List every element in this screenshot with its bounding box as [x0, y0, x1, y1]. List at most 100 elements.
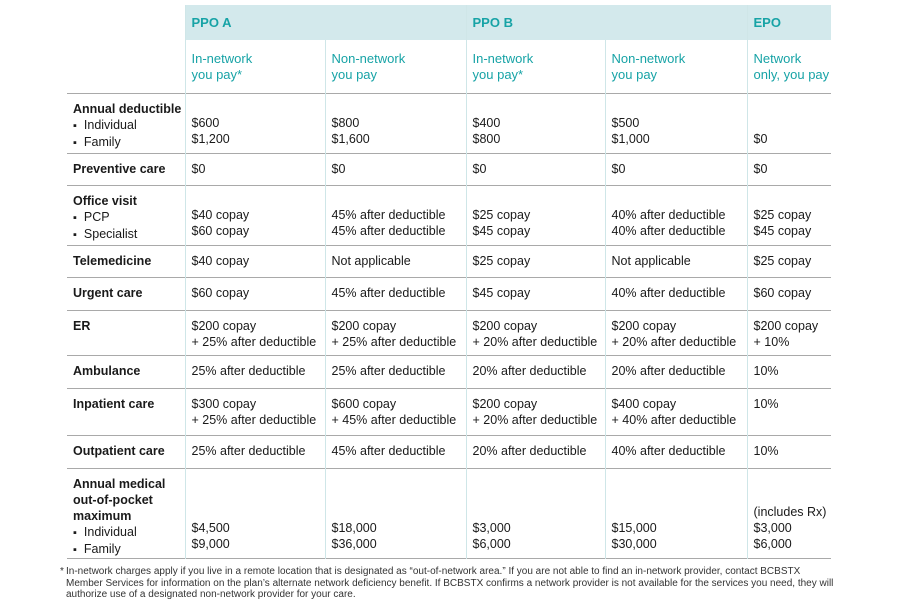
value-line: $0: [753, 131, 768, 146]
row-title: Outpatient care: [73, 443, 165, 458]
value-cell: Not applicable: [604, 245, 748, 277]
column-header-line: In-network: [472, 51, 534, 66]
row-subitem: Specialist: [73, 226, 179, 243]
column-header: Network only, you pay: [746, 40, 832, 93]
row-title: Inpatient care: [73, 396, 155, 411]
column-header-line: Non-network: [611, 51, 686, 66]
table-row: Annual medicalout-of-pocketmaximumIndivi…: [67, 468, 832, 558]
value-cell: $200 copay + 20% after deductible: [465, 388, 606, 435]
row-label: Telemedicine: [67, 245, 185, 277]
value-line: $25 copay: [753, 207, 812, 222]
value-line: $800: [331, 115, 360, 130]
corner-cell: [67, 5, 185, 40]
value-line: $25 copay: [472, 253, 531, 268]
row-label: Ambulance: [67, 355, 185, 388]
value-line: $3,000: [472, 520, 511, 535]
value-line: $0: [753, 161, 768, 176]
value-cell: 45% after deductible: [324, 277, 467, 310]
value-cell: $0: [746, 93, 832, 153]
value-line: 25% after deductible: [191, 363, 306, 378]
value-line: + 25% after deductible: [191, 334, 317, 349]
value-line: $300 copay: [191, 396, 257, 411]
column-header: Non-network you pay: [324, 40, 467, 93]
row-title: out-of-pocket: [73, 492, 153, 507]
table-row: Office visitPCPSpecialist$40 copay$60 co…: [67, 185, 832, 245]
value-line: $45 copay: [753, 223, 812, 238]
value-cell: 10%: [746, 355, 832, 388]
row-title: Ambulance: [73, 363, 141, 378]
row-label: Office visitPCPSpecialist: [67, 185, 185, 245]
column-header: Non-network you pay: [604, 40, 748, 93]
row-subitem: Family: [73, 134, 179, 151]
plan-header-ppo-b: PPO B: [465, 5, 748, 40]
row-label: Annual medicalout-of-pocketmaximumIndivi…: [67, 468, 185, 558]
value-line: 40% after deductible: [611, 443, 726, 458]
column-header-line: Network: [753, 51, 802, 66]
value-cell: 25% after deductible: [184, 355, 325, 388]
value-cell: $0: [604, 153, 748, 185]
value-cell: $0: [465, 153, 606, 185]
value-line: $600 copay: [331, 396, 397, 411]
value-cell: $200 copay + 25% after deductible: [184, 310, 325, 355]
value-line: $15,000: [611, 520, 657, 535]
value-line: $200 copay: [331, 318, 397, 333]
value-line: $6,000: [753, 536, 792, 551]
value-line: $800: [472, 131, 501, 146]
row-subitem: Family: [73, 541, 179, 558]
value-cell: $45 copay: [465, 277, 606, 310]
table-row: Preventive care $0 $0 $0 $0 $0: [67, 153, 832, 185]
value-cell: $60 copay: [184, 277, 325, 310]
column-header-line: Non-network: [331, 51, 406, 66]
value-cell: $600 copay + 45% after deductible: [324, 388, 467, 435]
value-cell: $200 copay + 20% after deductible: [604, 310, 748, 355]
value-line: + 20% after deductible: [472, 412, 598, 427]
value-cell: $300 copay + 25% after deductible: [184, 388, 325, 435]
row-subitem: Individual: [73, 524, 179, 541]
value-line: + 45% after deductible: [331, 412, 457, 427]
value-line: 45% after deductible: [331, 443, 446, 458]
row-title: Annual medical: [73, 476, 166, 491]
footnote-text: In-network charges apply if you live in …: [66, 566, 834, 600]
value-line: $1,000: [611, 131, 650, 146]
column-header-line: you pay: [331, 67, 378, 82]
value-cell: Not applicable: [324, 245, 467, 277]
value-line: 45% after deductible: [331, 207, 446, 222]
value-cell: 20% after deductible: [604, 355, 748, 388]
value-line: + 25% after deductible: [191, 412, 317, 427]
column-header-line: you pay*: [472, 67, 524, 82]
column-header-line: In-network: [191, 51, 253, 66]
row-title: Urgent care: [73, 285, 143, 300]
value-cell: $25 copay: [465, 245, 606, 277]
row-label: Preventive care: [67, 153, 185, 185]
row-label: Annual deductibleIndividualFamily: [67, 93, 185, 153]
value-line: $25 copay: [753, 253, 812, 268]
value-cell: 45% after deductible 45% after deductible: [324, 185, 467, 245]
value-line: $9,000: [191, 536, 230, 551]
value-cell: 10%: [746, 435, 832, 468]
value-line: $36,000: [331, 536, 377, 551]
value-line: $0: [611, 161, 626, 176]
value-cell: $0: [324, 153, 467, 185]
value-cell: $200 copay + 25% after deductible: [324, 310, 467, 355]
value-cell: 40% after deductible: [604, 277, 748, 310]
value-cell: 10%: [746, 388, 832, 435]
row-title: Annual deductible: [73, 101, 182, 116]
value-line: $0: [472, 161, 487, 176]
value-cell: 20% after deductible: [465, 355, 606, 388]
value-cell: $25 copay $45 copay: [746, 185, 832, 245]
value-line: $45 copay: [472, 223, 531, 238]
value-line: 40% after deductible: [611, 285, 726, 300]
value-cell: $600 $1,200: [184, 93, 325, 153]
value-line: $200 copay: [753, 318, 819, 333]
plan-comparison-table: PPO A PPO B EPO In-network you pay* Non-ne…: [67, 5, 832, 559]
value-line: Not applicable: [611, 253, 691, 268]
value-line: $200 copay: [472, 396, 538, 411]
value-line: $0: [331, 161, 346, 176]
value-line: + 10%: [753, 334, 790, 349]
column-header-line: you pay*: [191, 67, 243, 82]
value-line: (includes Rx): [753, 504, 827, 519]
value-line: $200 copay: [472, 318, 538, 333]
row-title: Telemedicine: [73, 253, 152, 268]
value-cell: 25% after deductible: [184, 435, 325, 468]
value-line: $45 copay: [472, 285, 531, 300]
